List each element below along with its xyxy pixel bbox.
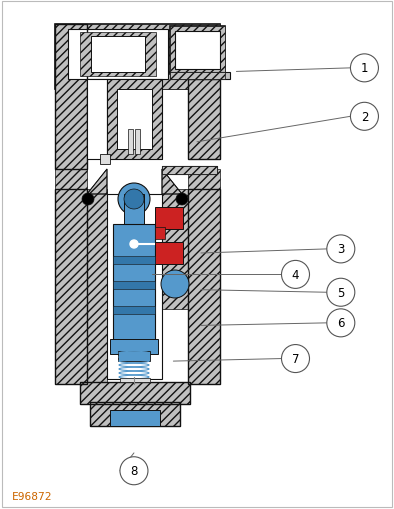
Bar [118, 351, 150, 361]
Bar [170, 73, 225, 80]
Bar [87, 80, 107, 160]
Bar [91, 37, 145, 73]
Bar [188, 190, 220, 384]
Bar [113, 224, 155, 344]
Bar [188, 190, 220, 384]
Bar [110, 340, 158, 354]
Text: 1: 1 [361, 62, 368, 75]
Bar [80, 382, 190, 404]
Bar [155, 208, 183, 230]
Circle shape [161, 270, 189, 298]
Bar [188, 80, 220, 160]
Circle shape [327, 236, 355, 263]
Text: 4: 4 [292, 268, 299, 281]
Circle shape [176, 193, 188, 206]
Bar [107, 194, 162, 379]
Bar [55, 25, 220, 90]
Bar [124, 194, 144, 230]
Bar [55, 25, 87, 169]
Circle shape [118, 184, 150, 216]
Bar [55, 25, 220, 90]
Circle shape [327, 279, 355, 306]
Text: 5: 5 [337, 286, 344, 299]
Bar [100, 155, 110, 165]
Text: E96872: E96872 [12, 491, 52, 501]
Bar [113, 257, 155, 265]
Text: 3: 3 [337, 243, 344, 256]
Bar [110, 410, 160, 426]
Circle shape [130, 241, 138, 248]
Bar [175, 32, 220, 70]
Bar [135, 130, 140, 155]
Circle shape [281, 261, 310, 289]
Bar [90, 402, 180, 426]
Circle shape [350, 103, 379, 131]
Text: 2: 2 [361, 110, 368, 124]
Bar [170, 27, 225, 75]
Bar [170, 27, 225, 75]
Bar [90, 402, 180, 426]
Polygon shape [162, 169, 182, 194]
Bar [113, 281, 155, 290]
Text: 6: 6 [337, 317, 345, 330]
Circle shape [82, 193, 94, 206]
Bar [188, 169, 220, 194]
Bar [55, 190, 87, 384]
Circle shape [124, 190, 144, 210]
Circle shape [120, 457, 148, 485]
Bar [117, 90, 152, 150]
Bar [55, 169, 87, 194]
Bar [87, 190, 107, 384]
Bar [155, 228, 165, 240]
Bar [162, 166, 217, 175]
Polygon shape [87, 169, 107, 194]
Bar [80, 382, 190, 404]
Text: 7: 7 [292, 352, 299, 365]
Circle shape [327, 309, 355, 337]
Bar [55, 25, 87, 169]
Bar [80, 33, 156, 77]
Bar [162, 190, 188, 309]
Bar [120, 378, 150, 382]
Text: 8: 8 [130, 464, 138, 477]
Bar [162, 166, 217, 175]
Circle shape [281, 345, 310, 373]
Bar [113, 306, 155, 315]
Bar [68, 30, 168, 80]
Circle shape [350, 55, 379, 82]
Bar [55, 190, 87, 384]
Bar [107, 80, 162, 160]
Bar [155, 242, 183, 265]
Bar [170, 73, 230, 80]
Bar [107, 80, 162, 160]
Bar [188, 80, 220, 160]
Bar [128, 130, 133, 155]
